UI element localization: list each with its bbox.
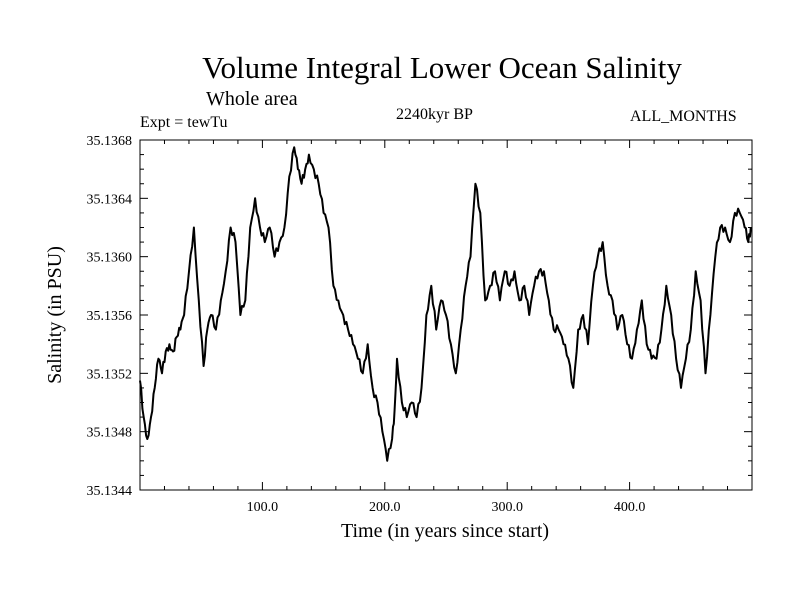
y-tick-label: 35.1356 xyxy=(87,309,133,324)
y-tick-label: 35.1352 xyxy=(87,367,133,382)
x-tick-label: 300.0 xyxy=(491,500,523,515)
y-tick-label: 35.1360 xyxy=(87,251,133,266)
x-tick-label: 100.0 xyxy=(247,500,279,515)
x-axis-label: Time (in years since start) xyxy=(341,520,549,542)
series xyxy=(139,146,752,462)
y-axis-label: Salinity (in PSU) xyxy=(44,246,66,384)
period-label: 2240kyr BP xyxy=(396,106,473,123)
experiment-label: Expt = tewTu xyxy=(140,114,228,131)
salinity-series-line xyxy=(139,146,752,462)
ticks xyxy=(140,140,752,490)
y-tick-label: 35.1368 xyxy=(87,134,133,149)
chart-title: Volume Integral Lower Ocean Salinity xyxy=(202,50,682,85)
tick-labels: 100.0 200.0 300.0 400.0 35.1344 35.1348 35.135… xyxy=(87,134,646,515)
y-tick-label: 35.1344 xyxy=(87,484,133,499)
x-tick-label: 400.0 xyxy=(614,500,646,515)
chart-subtitle: Whole area xyxy=(206,88,298,110)
x-tick-label: 200.0 xyxy=(369,500,401,515)
y-tick-label: 35.1364 xyxy=(87,192,133,207)
y-tick-label: 35.1348 xyxy=(87,426,133,441)
months-label: ALL_MONTHS xyxy=(630,108,737,125)
